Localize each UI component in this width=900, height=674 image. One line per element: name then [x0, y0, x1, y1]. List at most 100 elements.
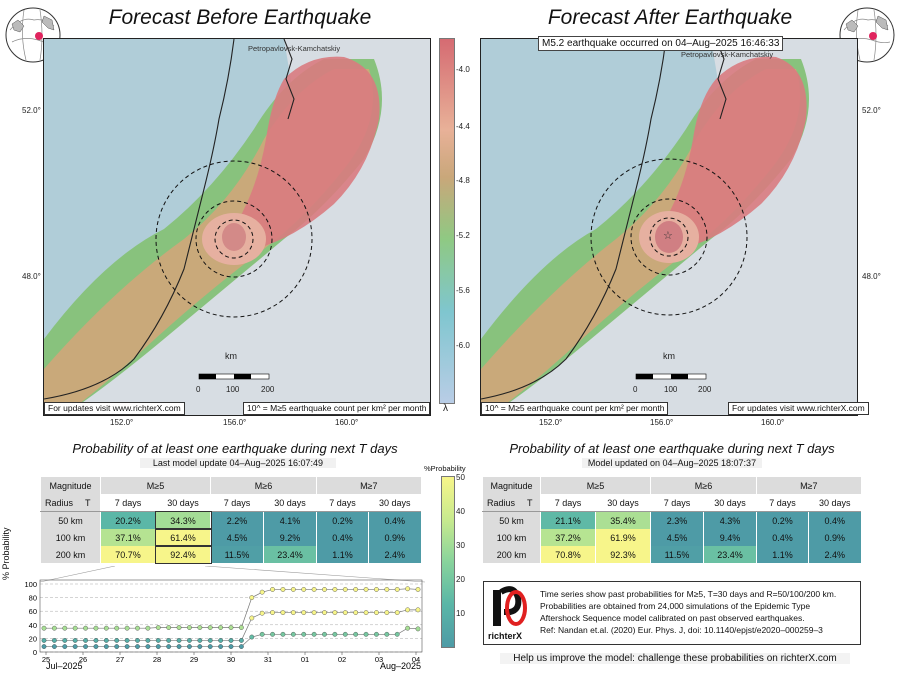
cbar-tick-1: -4.0: [456, 65, 470, 74]
prob-cell: 0.4%: [808, 511, 861, 529]
ts-point: [155, 644, 161, 649]
left-scale-unit: km: [225, 351, 237, 361]
ts-zoom-connector: [204, 566, 426, 583]
right-table-title: Probability of at least one earthquake d…: [509, 441, 835, 456]
prob-cell: 92.3%: [594, 546, 651, 563]
ts-point: [62, 625, 68, 631]
ts-point: [394, 610, 400, 615]
ts-point: [207, 644, 213, 649]
ts-point: [155, 625, 161, 630]
ts-point: [353, 631, 359, 637]
prob-cell: 1.1%: [316, 546, 369, 563]
left-forecast-map[interactable]: [43, 38, 431, 416]
radius-cell: 100 km: [482, 529, 541, 546]
ts-zoom-connector: [39, 566, 116, 583]
prob-cell: 20.2%: [100, 511, 156, 529]
prob-cell: 0.9%: [808, 529, 861, 546]
ts-xtick-label: 30: [227, 655, 235, 664]
ts-point: [218, 644, 224, 649]
ts-point: [322, 610, 327, 615]
prob-cell: 92.4%: [154, 545, 212, 564]
right-forecast-map[interactable]: [480, 38, 858, 416]
mag-header-m7: M≥7: [756, 477, 861, 494]
left-footer-updates: For updates visit www.richterX.com: [44, 402, 185, 415]
ts-xtick-label: 26: [79, 655, 87, 664]
info-line: Time series show past probabilities for …: [540, 589, 837, 599]
ts-point: [259, 610, 265, 616]
table-row: 100 km 37.1% 61.4% 4.5% 9.2% 0.4% 0.9%: [40, 528, 421, 547]
period-header: 30 days: [808, 494, 861, 512]
ts-point: [301, 587, 307, 592]
prob-cbar-tick: 20: [456, 575, 465, 584]
mag-header: Magnitude: [40, 477, 101, 494]
ts-point: [83, 644, 88, 649]
ts-point: [249, 634, 255, 640]
help-link[interactable]: Help us improve the model: challenge the…: [500, 653, 850, 664]
prob-cell: 0.4%: [756, 529, 809, 546]
cbar-tick-5: -5.6: [456, 286, 470, 295]
ts-ytick-label: 60: [29, 607, 37, 616]
timeseries-chart: 100 80 60 40 20 0 25 26 27 28 29 30 31 01 02 03 04 Jul–2…: [24, 566, 426, 671]
mag-header: Magnitude: [482, 477, 541, 494]
ts-point: [415, 587, 421, 592]
richterx-logo-icon: [490, 584, 530, 630]
info-line: Aftershock Sequence model calibrated on …: [540, 613, 805, 623]
period-header: 30 days: [154, 494, 211, 512]
ts-point: [197, 638, 203, 643]
ts-point: [415, 626, 421, 632]
prob-cell: 11.5%: [210, 546, 264, 563]
right-lat-label-48: 48.0°: [862, 272, 881, 281]
ts-series-line: [44, 588, 419, 629]
ts-point: [342, 587, 348, 592]
ts-point: [207, 638, 213, 643]
prob-cell: 0.4%: [316, 529, 369, 546]
ts-point: [374, 587, 379, 592]
ts-point: [51, 644, 57, 649]
prob-cell: 70.8%: [540, 546, 596, 563]
ts-point: [311, 610, 317, 615]
info-line: Ref: Nandan et.al. (2020) Eur. Phys. J, …: [540, 625, 823, 635]
ts-point: [249, 595, 255, 600]
ts-xtick-label: 27: [116, 655, 124, 664]
table-row: 200 km 70.7% 92.4% 11.5% 23.4% 1.1% 2.4%: [40, 545, 421, 564]
radius-cell: 50 km: [40, 511, 101, 529]
ts-point: [363, 631, 369, 637]
prob-colorbar-label: %Probability: [424, 464, 466, 473]
ts-point: [332, 587, 338, 592]
prob-cbar-tick: 40: [456, 507, 465, 516]
ts-ytick-label: 40: [29, 621, 37, 630]
radius-cell: 200 km: [40, 546, 101, 563]
ts-point: [135, 638, 140, 643]
prob-cell: 23.4%: [703, 546, 757, 563]
right-map-title: Forecast After Earthquake: [547, 6, 793, 29]
ts-point: [394, 631, 400, 637]
ts-point: [270, 610, 275, 615]
period-header: 30 days: [703, 494, 757, 512]
ts-point: [103, 644, 109, 649]
left-lon-label-156: 156.0°: [223, 418, 247, 427]
ts-point: [259, 631, 265, 637]
ts-point: [93, 638, 99, 643]
ts-point: [332, 631, 338, 637]
prob-cell: 9.4%: [703, 529, 757, 546]
ts-point: [259, 589, 265, 595]
ts-point: [415, 607, 421, 613]
right-lon-label-152: 152.0°: [539, 418, 563, 427]
cbar-lambda-symbol: λ: [443, 403, 448, 414]
ts-point: [384, 610, 390, 615]
ts-point: [363, 610, 369, 615]
prob-cbar-tick: 30: [456, 541, 465, 550]
prob-cell: 0.4%: [368, 511, 421, 529]
mag-header-m6: M≥6: [650, 477, 757, 494]
ts-point: [114, 638, 120, 643]
right-lon-label-160: 160.0°: [761, 418, 785, 427]
ts-point: [238, 638, 244, 643]
table-row: 50 km 21.1% 35.4% 2.3% 4.3% 0.2% 0.4%: [482, 511, 861, 529]
ts-point: [384, 587, 390, 592]
ts-point: [218, 638, 224, 643]
ts-point: [166, 625, 172, 630]
prob-cell: 0.2%: [756, 511, 809, 529]
period-header: 7 days: [756, 494, 809, 512]
ts-point: [176, 644, 182, 649]
ts-point: [363, 587, 369, 592]
